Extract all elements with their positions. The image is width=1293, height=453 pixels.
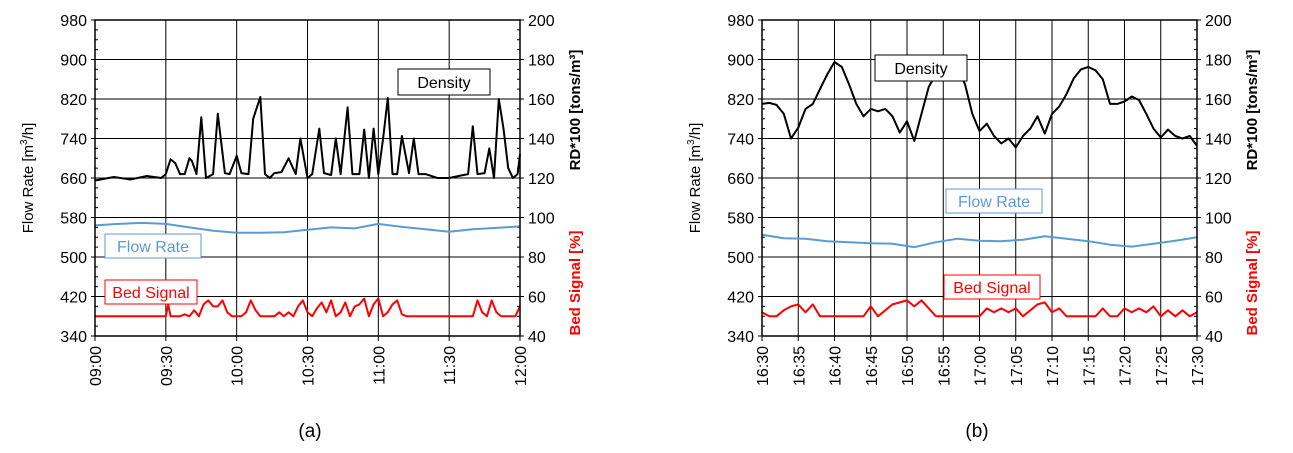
y-tick-label-left: 900 — [60, 53, 87, 70]
series-label-box — [945, 188, 1043, 214]
y-tick-label-left: 740 — [727, 132, 754, 149]
series-line-bed-signal — [761, 299, 1198, 318]
y-tick-label-left: 340 — [60, 329, 87, 346]
x-tick-label: 16:35 — [791, 346, 808, 386]
x-tick-label: 09:00 — [88, 346, 105, 386]
plot-frame — [94, 19, 521, 337]
y-tick-label-left: 580 — [727, 211, 754, 228]
y-tick-label-right: 200 — [1205, 13, 1232, 30]
y-tick-label-right: 80 — [528, 250, 546, 267]
y-tick-label-left: 500 — [727, 250, 754, 267]
y-tick-label-right: 200 — [528, 13, 555, 30]
series-label-box — [397, 68, 491, 96]
series-label-density: Density — [417, 75, 470, 92]
x-tick-label: 16:50 — [900, 346, 917, 386]
y-tick-label-right: 100 — [528, 211, 555, 228]
series-label-flow-rate: Flow Rate — [958, 194, 1030, 211]
series-line-flow-rate — [761, 233, 1198, 249]
series-label-box — [874, 54, 968, 82]
x-tick-label: 16:30 — [755, 346, 772, 386]
y-tick-label-left: 820 — [60, 92, 87, 109]
chart-panel-a: 340 40 420 60 500 80 580 100 660 120 740 140 820 160 9… — [19, 13, 584, 442]
y-axis-label-left: Flow Rate [m3/h] — [19, 123, 37, 234]
series-label-density: Density — [894, 61, 947, 78]
x-tick-label: 16:40 — [828, 346, 845, 386]
series-line-bed-signal — [95, 297, 521, 318]
series-label-box — [104, 233, 202, 259]
y-tick-label-left: 980 — [727, 13, 754, 30]
chart-panel-b: 340 40 420 60 500 80 580 100 660 120 740 140 820 160 9… — [686, 13, 1261, 442]
y-tick-label-right: 140 — [1205, 132, 1232, 149]
x-tick-label: 09:30 — [159, 346, 176, 386]
x-tick-label: 10:00 — [230, 346, 247, 386]
x-tick-label: 17:00 — [973, 346, 990, 386]
y-tick-label-left: 420 — [727, 290, 754, 307]
y-axis-label-right-density: RD*100 [tons/m³] — [567, 50, 584, 171]
y-tick-label-left: 420 — [60, 290, 87, 307]
x-tick-label: 17:25 — [1154, 346, 1171, 386]
panel-label: (a) — [298, 421, 321, 442]
y-tick-label-left: 980 — [60, 13, 87, 30]
series-line-flow-rate — [94, 221, 521, 234]
y-tick-label-left: 820 — [727, 92, 754, 109]
y-tick-label-left: 580 — [60, 211, 87, 228]
x-tick-label: 17:20 — [1118, 346, 1135, 386]
series-label-bed-signal: Bed Signal — [953, 280, 1030, 297]
y-tick-label-right: 40 — [1205, 329, 1223, 346]
x-tick-label: 17:15 — [1081, 346, 1098, 386]
y-tick-label-right: 140 — [528, 132, 555, 149]
y-axis-label-left: Flow Rate [m3/h] — [686, 123, 704, 234]
series-label-bed-signal: Bed Signal — [112, 285, 189, 302]
y-tick-label-left: 340 — [727, 329, 754, 346]
x-tick-label: 17:05 — [1009, 346, 1026, 386]
panel-label: (b) — [965, 421, 988, 442]
x-tick-label: 16:55 — [936, 346, 953, 386]
series-label-flow-rate: Flow Rate — [117, 239, 189, 256]
y-tick-label-right: 160 — [1205, 92, 1232, 109]
y-tick-label-right: 160 — [528, 92, 555, 109]
y-tick-label-right: 180 — [528, 53, 555, 70]
x-tick-label: 16:45 — [864, 346, 881, 386]
y-tick-label-right: 100 — [1205, 211, 1232, 228]
x-tick-label: 17:10 — [1045, 346, 1062, 386]
x-tick-label: 11:00 — [371, 346, 388, 385]
y-tick-label-left: 660 — [60, 171, 87, 188]
y-tick-label-left: 900 — [727, 53, 754, 70]
series-label-box — [943, 274, 1041, 300]
y-tick-label-right: 120 — [528, 171, 555, 188]
series-line-density — [94, 96, 521, 182]
y-axis-label-right-bed-signal: Bed Signal [%] — [567, 230, 584, 335]
x-tick-label: 11:30 — [442, 346, 459, 385]
y-tick-label-left: 740 — [60, 132, 87, 149]
y-tick-label-right: 180 — [1205, 53, 1232, 70]
y-tick-label-right: 80 — [1205, 250, 1223, 267]
y-axis-label-right-bed-signal: Bed Signal [%] — [1244, 230, 1261, 335]
y-tick-label-right: 120 — [1205, 171, 1232, 188]
plot-frame — [761, 19, 1198, 337]
x-tick-label: 17:30 — [1190, 346, 1207, 386]
y-axis-label-right-density: RD*100 [tons/m³] — [1244, 50, 1261, 171]
y-tick-label-right: 60 — [528, 290, 546, 307]
x-tick-label: 12:00 — [513, 346, 530, 386]
series-label-box — [104, 279, 198, 305]
y-tick-label-right: 60 — [1205, 290, 1223, 307]
y-tick-label-left: 660 — [727, 171, 754, 188]
series-line-density — [761, 61, 1198, 149]
x-tick-label: 10:30 — [301, 346, 318, 386]
y-tick-label-right: 40 — [528, 329, 546, 346]
y-tick-label-left: 500 — [60, 250, 87, 267]
